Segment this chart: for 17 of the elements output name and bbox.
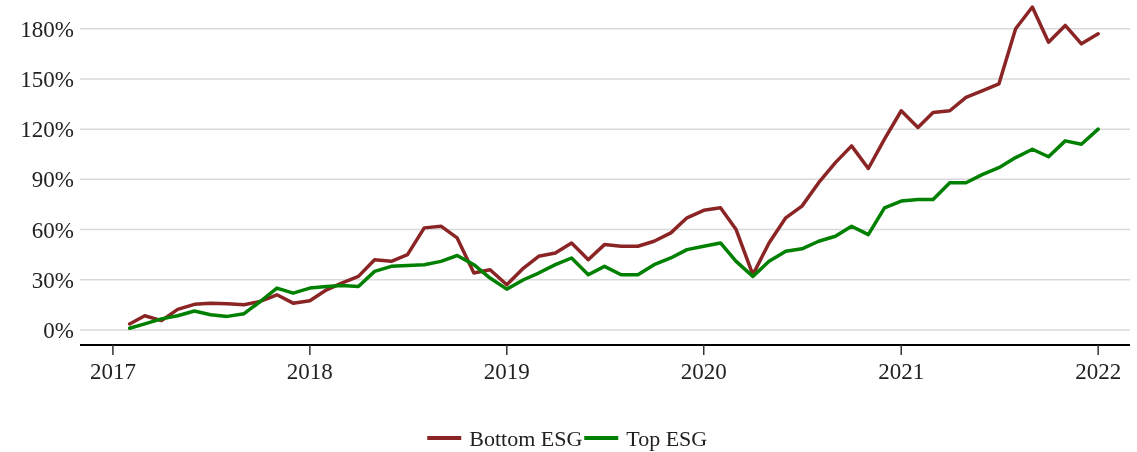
y-tick-label: 90% — [31, 167, 74, 193]
x-tick-label: 2020 — [680, 359, 727, 384]
x-tick-label: 2022 — [1075, 359, 1122, 384]
x-tick-label: 2017 — [89, 359, 136, 384]
line-series — [127, 127, 1100, 331]
x-tick-label: 2021 — [878, 359, 925, 384]
x-tick-label: 2018 — [286, 359, 333, 384]
legend-label: Bottom ESG — [469, 425, 583, 451]
x-tick-label: 2019 — [483, 359, 530, 384]
y-tick-label: 120% — [20, 117, 74, 143]
legend-label: Top ESG — [626, 425, 708, 451]
line-series — [127, 5, 1100, 326]
y-tick-label: 150% — [20, 67, 74, 93]
y-tick-label: 180% — [20, 16, 74, 42]
y-tick-label: 30% — [31, 267, 74, 293]
y-tick-label: 60% — [31, 217, 74, 243]
y-tick-label: 0% — [43, 317, 74, 343]
